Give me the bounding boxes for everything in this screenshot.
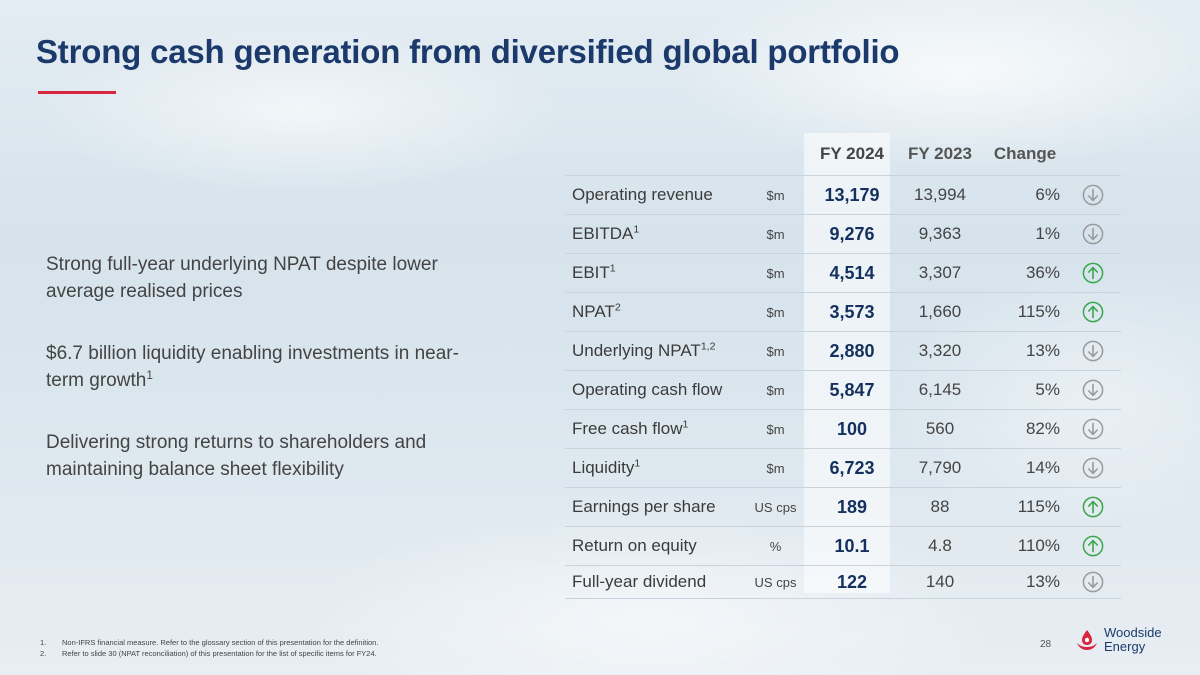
footnote: 2. Refer to slide 30 (NPAT reconciliation…: [40, 649, 377, 658]
metric-unit: US cps: [754, 499, 797, 515]
metric-label: EBITDA1: [572, 223, 640, 243]
table-row: Underlying NPAT1,2 $m 2,880 3,320 13%: [565, 332, 1121, 371]
arrow-up-circle-icon: [1082, 301, 1104, 323]
value-fy2024: 10.1: [834, 535, 870, 556]
value-fy2024: 6,723: [829, 457, 875, 478]
table-row: Liquidity1 $m 6,723 7,790 14%: [565, 449, 1121, 488]
value-fy2023: 3,307: [918, 263, 962, 282]
metric-unit: $m: [766, 304, 785, 320]
value-fy2024: 2,880: [829, 340, 875, 361]
metric-label: EBIT1: [572, 262, 616, 282]
table-row: EBITDA1 $m 9,276 9,363 1%: [565, 215, 1121, 254]
value-fy2023: 6,145: [918, 380, 962, 399]
footnote: 1. Non-IFRS financial measure. Refer to t…: [40, 638, 379, 647]
header-fy2023: FY 2023: [908, 144, 972, 163]
value-fy2023: 7,790: [918, 458, 962, 477]
value-fy2024: 13,179: [824, 184, 880, 205]
value-fy2024: 9,276: [829, 223, 875, 244]
logo-text-line1: Woodside: [1104, 625, 1162, 640]
value-change: 115%: [1017, 497, 1060, 516]
metric-label: Operating cash flow: [572, 380, 723, 399]
arrow-down-circle-icon: [1082, 223, 1104, 245]
value-fy2023: 1,660: [918, 302, 962, 321]
metric-label: Full-year dividend: [572, 572, 707, 591]
metric-unit: $m: [766, 460, 785, 476]
value-fy2023: 3,320: [918, 341, 962, 360]
metric-unit: $m: [766, 382, 785, 398]
page-number: 28: [1040, 639, 1052, 650]
metric-label: Liquidity1: [572, 457, 641, 477]
arrow-down-circle-icon: [1082, 184, 1104, 206]
table-row: Earnings per share US cps 189 88 115%: [565, 488, 1121, 527]
value-fy2024: 4,514: [829, 262, 875, 283]
arrow-down-circle-icon: [1082, 457, 1104, 479]
value-fy2023: 13,994: [914, 185, 966, 204]
arrow-down-circle-icon: [1082, 571, 1104, 593]
financial-summary-table: FY 2024 FY 2023 Change Operating revenue…: [565, 133, 1121, 599]
value-change: 1%: [1035, 224, 1060, 243]
woodside-logo-icon: [1077, 630, 1097, 650]
logo-text-line2: Energy: [1104, 639, 1146, 654]
value-change: 13%: [1025, 341, 1060, 360]
table-row: NPAT2 $m 3,573 1,660 115%: [565, 293, 1121, 332]
metric-unit: US cps: [754, 574, 797, 590]
table-row: EBIT1 $m 4,514 3,307 36%: [565, 254, 1121, 293]
arrow-up-circle-icon: [1082, 535, 1104, 557]
arrow-down-circle-icon: [1082, 418, 1104, 440]
key-point: Delivering strong returns to shareholder…: [46, 432, 427, 480]
table-row: Operating cash flow $m 5,847 6,145 5%: [565, 371, 1121, 410]
value-change: 13%: [1025, 572, 1060, 591]
footnotes: 1. Non-IFRS financial measure. Refer to t…: [40, 637, 378, 659]
page-title: Strong cash generation from diversified …: [36, 33, 900, 70]
value-change: 115%: [1017, 302, 1060, 321]
fy2024-column-highlight: [804, 133, 890, 593]
value-change: 36%: [1025, 263, 1060, 282]
value-fy2023: 88: [930, 497, 950, 516]
metric-label: Free cash flow1: [572, 418, 689, 438]
table-row: Return on equity% 10.1 4.8 110%: [565, 527, 1121, 566]
key-point: $6.7 billion liquidity enabling investme…: [46, 343, 459, 391]
metric-unit: $m: [766, 226, 785, 242]
metric-label: NPAT2: [572, 301, 621, 321]
table-row: Operating revenue $m 13,179 13,994 6%: [565, 176, 1121, 215]
value-fy2024: 122: [836, 571, 868, 592]
table-row: Full-year dividend US cps 122 140 13%: [565, 566, 1121, 599]
header-fy2024: FY 2024: [820, 144, 884, 163]
arrow-up-circle-icon: [1082, 496, 1104, 518]
header-change: Change: [993, 144, 1057, 163]
arrow-down-circle-icon: [1082, 379, 1104, 401]
value-fy2023: 9,363: [918, 224, 962, 243]
value-fy2023: 4.8: [928, 536, 952, 555]
title-accent-rule: [38, 91, 116, 94]
value-change: 82%: [1025, 419, 1060, 438]
metric-unit: $m: [766, 187, 785, 203]
metric-label: Operating revenue: [572, 185, 713, 204]
value-change: 6%: [1035, 185, 1060, 204]
metric-unit: $m: [766, 343, 785, 359]
table-row: Free cash flow1 $m 100 560 82%: [565, 410, 1121, 449]
metric-label: Underlying NPAT1,2: [572, 340, 716, 360]
key-point: Strong full-year underlying NPAT despite…: [46, 254, 438, 302]
value-fy2024: 189: [836, 496, 868, 517]
arrow-up-circle-icon: [1082, 262, 1104, 284]
metric-label: Return on equity: [572, 536, 697, 555]
metric-label: Earnings per share: [572, 497, 716, 516]
value-fy2024: 3,573: [829, 301, 875, 322]
key-points: Strong full-year underlying NPAT despite…: [46, 251, 486, 483]
value-change: 14%: [1025, 458, 1060, 477]
company-logo: Woodside Energy: [1074, 626, 1162, 654]
value-fy2023: 140: [925, 572, 955, 591]
metric-unit: %: [769, 538, 782, 554]
metric-unit: $m: [766, 265, 785, 281]
value-fy2023: 560: [925, 419, 955, 438]
table-header-row: FY 2024 FY 2023 Change: [565, 133, 1121, 176]
value-change: 5%: [1035, 380, 1060, 399]
value-fy2024: 100: [836, 418, 868, 439]
value-fy2024: 5,847: [829, 379, 875, 400]
value-change: 110%: [1017, 536, 1060, 555]
metric-unit: $m: [766, 421, 785, 437]
arrow-down-circle-icon: [1082, 340, 1104, 362]
